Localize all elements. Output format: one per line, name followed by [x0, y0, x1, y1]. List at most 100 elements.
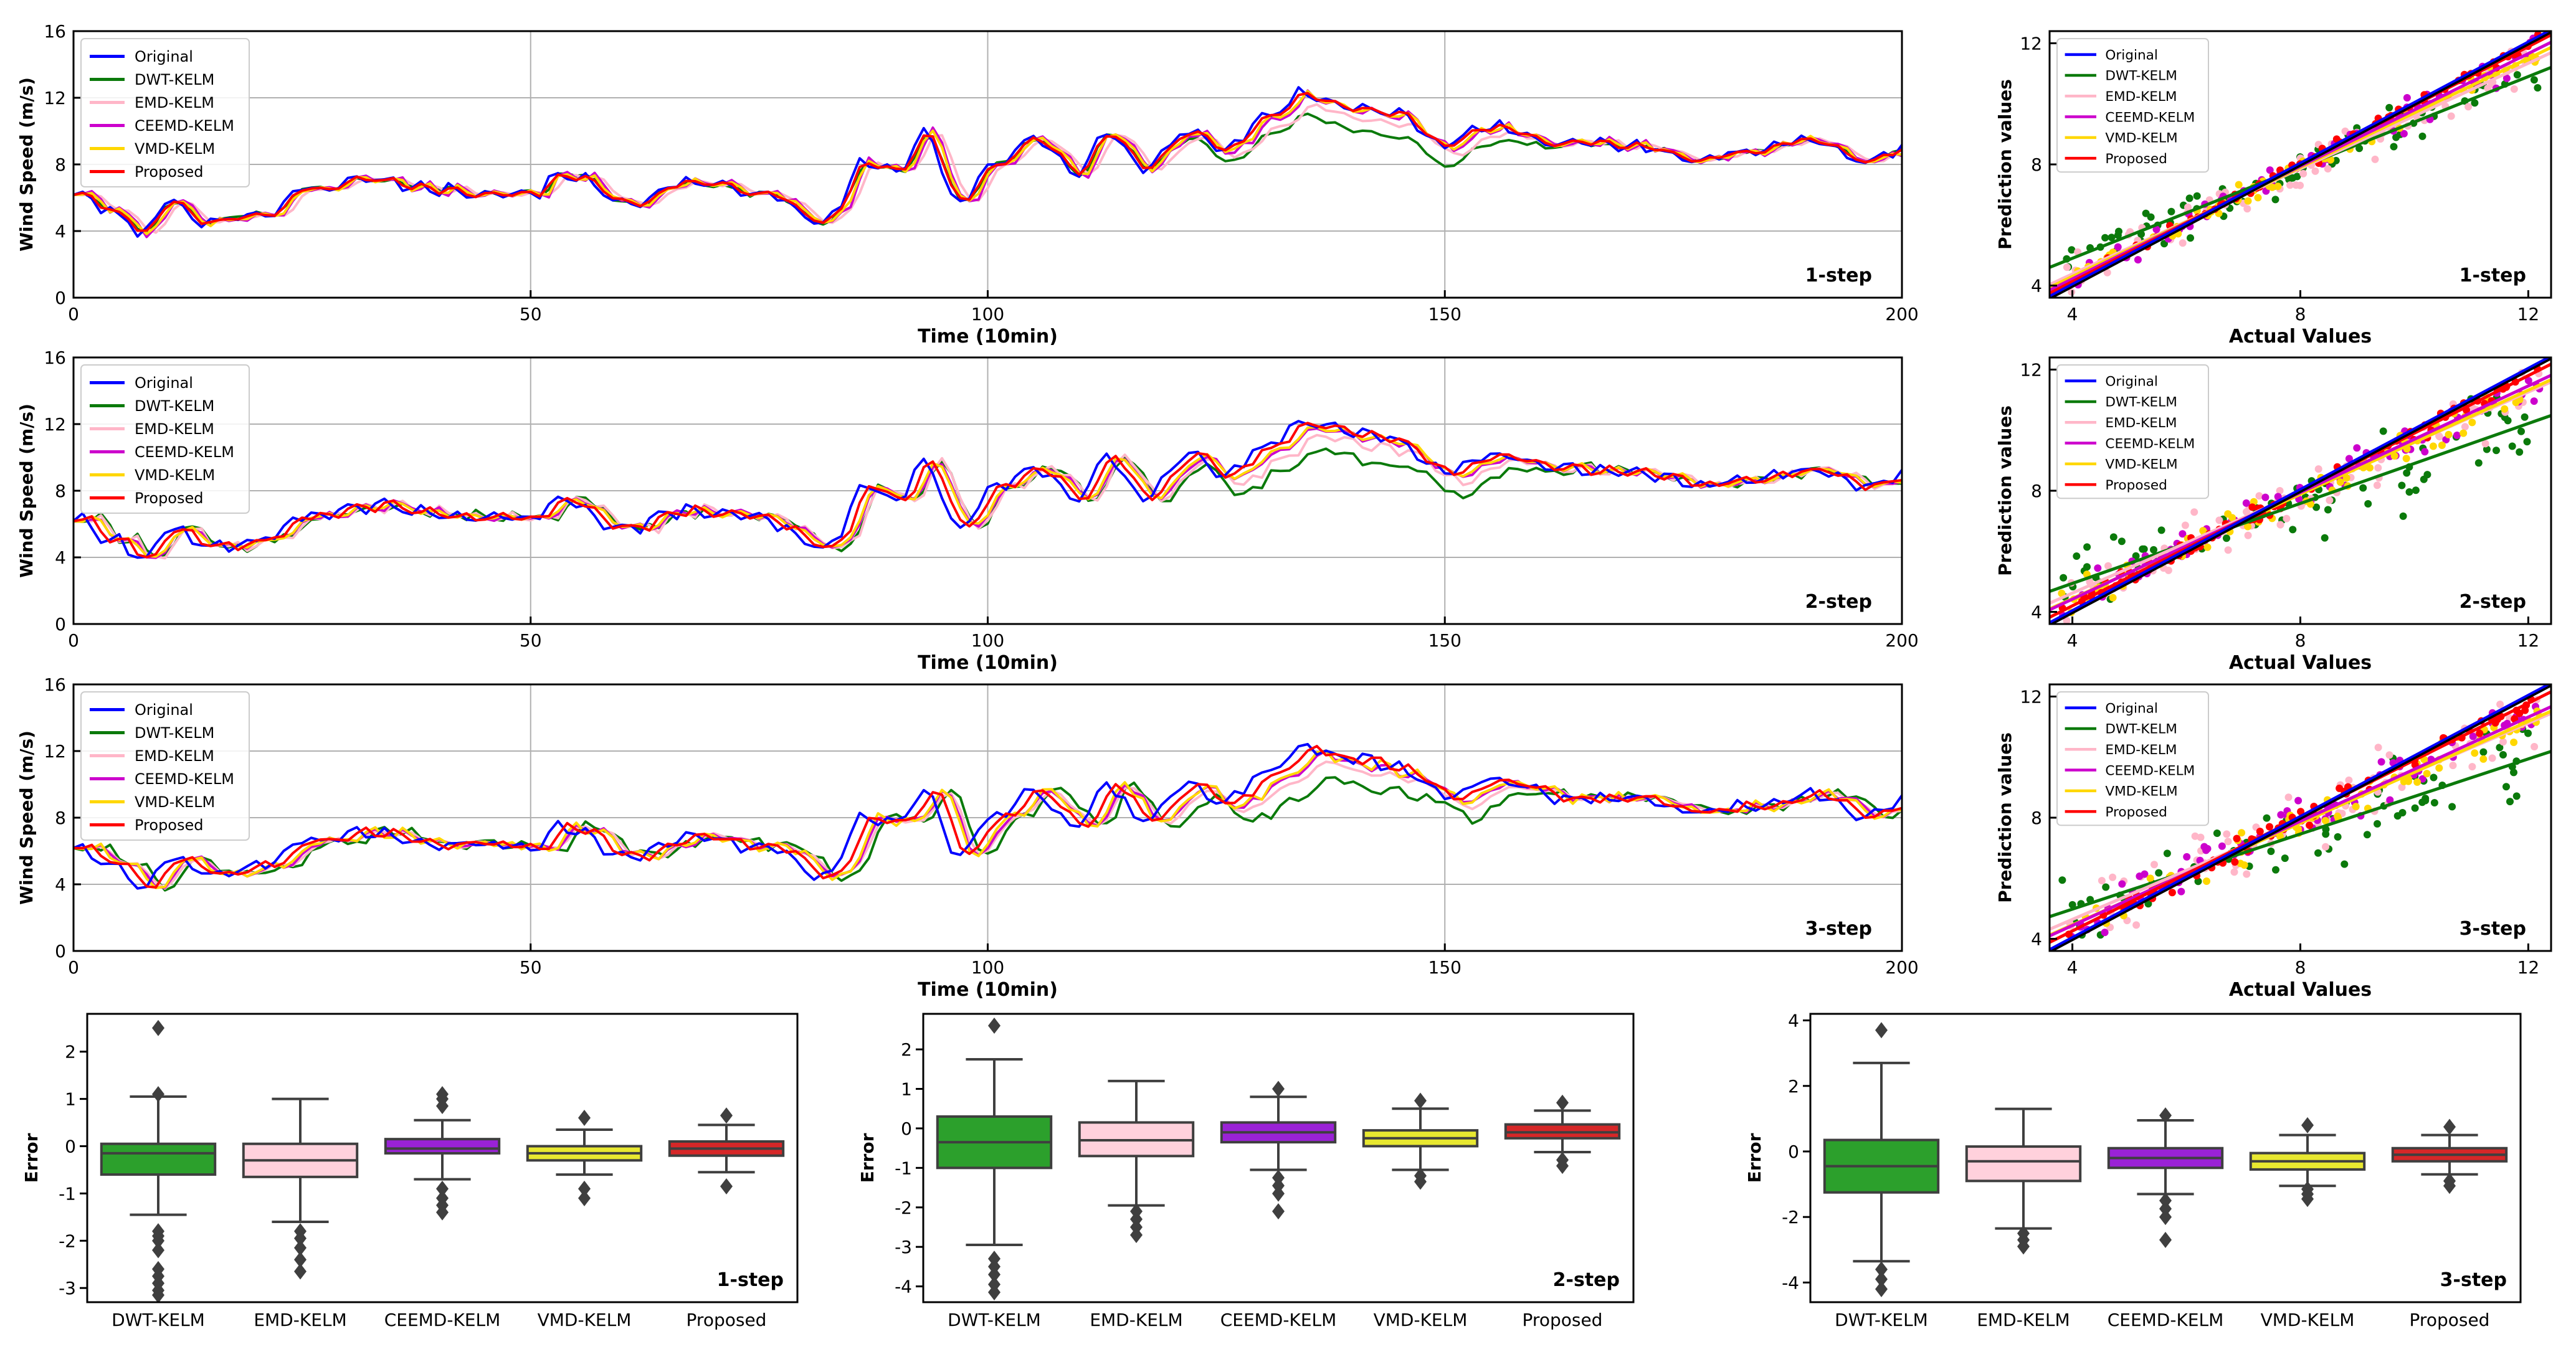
scatter-point-vmd-kelm: [2238, 829, 2246, 837]
x-tick-label: 4: [2067, 630, 2078, 651]
scatter-point-dwt-kelm: [2167, 207, 2175, 215]
scatter-point-dwt-kelm: [2502, 783, 2510, 791]
scatter-point-proposed: [2336, 784, 2344, 792]
x-axis-label: Time (10min): [918, 979, 1058, 1001]
box-emd-kelm: [1965, 1107, 2082, 1255]
scatter-point-dwt-kelm: [2508, 442, 2516, 450]
scatter-point-dwt-kelm: [2157, 526, 2165, 534]
y-axis-label: Wind Speed (m/s): [16, 77, 37, 252]
y-tick-label: -4: [895, 1277, 912, 1297]
y-tick-label: -1: [895, 1158, 912, 1178]
x-tick-label: 8: [2295, 304, 2306, 324]
outlier-marker: [988, 1284, 1000, 1301]
step-label: 1-step: [2460, 265, 2526, 286]
outlier-marker: [2301, 1117, 2314, 1133]
scatter-point-emd-kelm: [2215, 516, 2223, 524]
boxplot-chart-1: DWT-KELM EMD-KELM CEEMD-KELM VMD-KELM Propos…: [21, 1013, 799, 1330]
fit-line-dwt-kelm: [2050, 750, 2551, 919]
x-tick-label: 0: [68, 304, 79, 324]
scatter-point-emd-kelm: [2461, 423, 2469, 431]
legend-label: Proposed: [2105, 805, 2167, 820]
outlier-marker: [720, 1178, 733, 1195]
scatter-point-proposed: [2233, 834, 2241, 843]
scatter-point-emd-kelm: [2464, 103, 2473, 111]
scatter-point-vmd-kelm: [2254, 194, 2262, 202]
scatter-point-ceemd-kelm: [2294, 797, 2303, 805]
series-line-original: [73, 743, 1903, 890]
scatter-point-emd-kelm: [2191, 832, 2199, 840]
x-tick-label: DWT-KELM: [1835, 1310, 1928, 1330]
outlier-marker: [2159, 1107, 2172, 1124]
x-tick-label: 150: [1428, 304, 1461, 324]
x-tick-label: 8: [2295, 630, 2306, 651]
legend-label: CEEMD-KELM: [135, 117, 234, 135]
legend-label: Original: [2105, 374, 2158, 389]
scatter-point-emd-kelm: [2223, 830, 2231, 838]
legend-label: DWT-KELM: [135, 724, 214, 742]
scatter-point-emd-kelm: [2244, 531, 2252, 539]
legend-label: Proposed: [135, 816, 204, 834]
scatter-point-emd-kelm: [2374, 744, 2382, 752]
outlier-marker: [2443, 1118, 2456, 1135]
outlier-marker: [2443, 1178, 2456, 1194]
outlier-marker: [152, 1242, 164, 1259]
outlier-marker: [294, 1230, 307, 1247]
scatter-point-emd-kelm: [2531, 743, 2539, 750]
box-ceemd-kelm: [1220, 1080, 1337, 1220]
axes-frame: [1809, 1013, 2522, 1303]
axes-frame: [922, 1013, 1635, 1303]
scatter-point-dwt-kelm: [2213, 830, 2221, 837]
scatter-point-emd-kelm: [2098, 877, 2106, 885]
scatter-point-emd-kelm: [2276, 521, 2284, 529]
fit-line-dwt-kelm: [2050, 414, 2551, 593]
ideal-line: [2050, 31, 2551, 298]
series-line-proposed: [73, 92, 1903, 232]
y-tick-label: 12: [44, 88, 66, 108]
x-tick-label: 50: [520, 630, 542, 651]
legend-label: VMD-KELM: [2105, 131, 2177, 146]
scatter-point-dwt-kelm: [2418, 132, 2426, 140]
scatter-point-ceemd-kelm: [2261, 493, 2269, 501]
y-tick-label: 16: [44, 347, 66, 368]
outlier-marker: [1556, 1158, 1569, 1175]
y-tick-label: 16: [44, 21, 66, 42]
scatter-point-dwt-kelm: [2324, 506, 2332, 514]
scatter-point-vmd-kelm: [2334, 812, 2342, 820]
scatter-point-emd-kelm: [2224, 546, 2232, 554]
scatter-point-dwt-kelm: [2516, 448, 2524, 456]
scatter-point-dwt-kelm: [2073, 552, 2081, 560]
scatter-point-ceemd-kelm: [2502, 74, 2511, 82]
x-tick-label: 4: [2067, 957, 2078, 978]
scatter-point-vmd-kelm: [2321, 816, 2329, 825]
box-dwt-kelm: [936, 1018, 1053, 1301]
scatter-point-dwt-kelm: [2117, 537, 2126, 546]
scatter-point-dwt-kelm: [2083, 563, 2091, 571]
scatter-point-dwt-kelm: [2083, 543, 2091, 551]
legend-label: EMD-KELM: [2105, 415, 2177, 431]
scatter-point-emd-kelm: [2374, 464, 2382, 472]
scatter-point-dwt-kelm: [2471, 99, 2479, 107]
scatter-point-emd-kelm: [2286, 181, 2294, 189]
scatter-point-dwt-kelm: [2334, 833, 2342, 841]
outlier-marker: [152, 1019, 164, 1036]
scatter-point-emd-kelm: [2398, 783, 2406, 792]
y-tick-label: 8: [2031, 808, 2042, 828]
scatter-point-emd-kelm: [2190, 508, 2198, 516]
legend-label: CEEMD-KELM: [2105, 436, 2195, 451]
scatter-point-dwt-kelm: [2390, 143, 2398, 151]
scatter-point-dwt-kelm: [2108, 234, 2116, 242]
outlier-marker: [294, 1251, 307, 1268]
y-tick-label: -3: [895, 1237, 912, 1257]
legend-label: CEEMD-KELM: [135, 770, 234, 788]
box-proposed: [2391, 1118, 2508, 1194]
timeseries-chart-1: 0 50 100 150 200 0 4 8 12 16 Original DWT-KELM EMD-K…: [16, 21, 1919, 347]
y-axis-label: Prediction values: [1995, 405, 2015, 576]
x-tick-label: VMD-KELM: [1374, 1310, 1468, 1330]
y-tick-label: 8: [55, 154, 66, 175]
scatter-point-ceemd-kelm: [2524, 377, 2532, 385]
y-tick-label: 2: [1788, 1076, 1799, 1097]
scatter-point-vmd-kelm: [2203, 877, 2210, 885]
scatter-point-dwt-kelm: [2312, 503, 2321, 511]
scatter-point-dwt-kelm: [2499, 751, 2507, 759]
scatter-point-emd-kelm: [2103, 268, 2111, 277]
